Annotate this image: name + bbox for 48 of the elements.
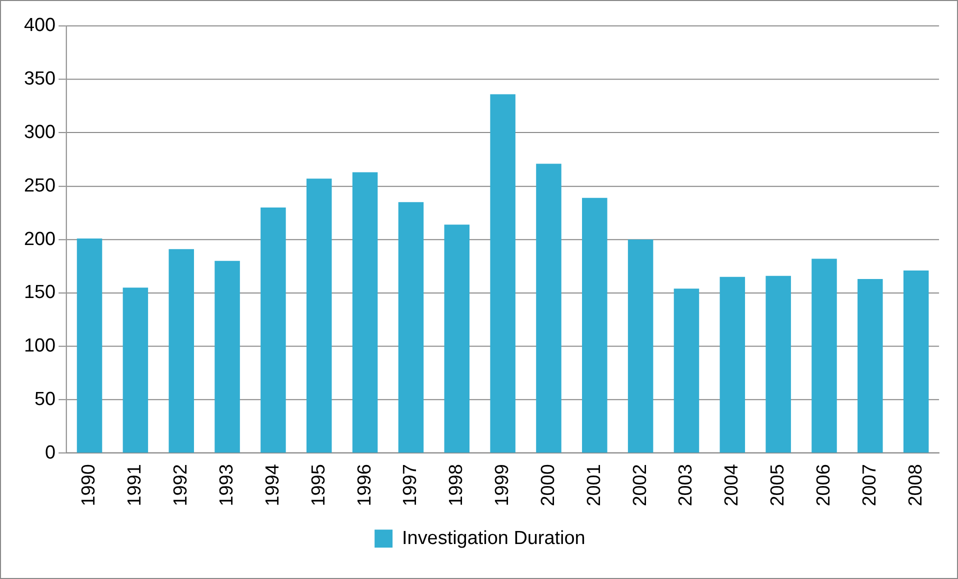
x-tick-label: 2008 (905, 464, 926, 506)
y-tick-label: 400 (24, 15, 56, 36)
y-tick-label: 100 (24, 336, 56, 357)
x-tick-label: 1995 (308, 464, 330, 506)
y-tick-label: 0 (45, 442, 56, 464)
y-tick-label: 300 (24, 122, 56, 143)
bar (214, 260, 240, 453)
x-tick-label: 2007 (859, 464, 880, 506)
bar (168, 249, 194, 453)
bar (306, 178, 332, 453)
bar (628, 240, 654, 453)
x-tick-label: 2002 (630, 464, 651, 506)
bar (720, 276, 746, 453)
x-tick-label: 1997 (400, 464, 422, 506)
x-tick-label: 1991 (124, 464, 146, 506)
bar (260, 207, 286, 453)
x-tick-label: 1998 (446, 464, 468, 506)
x-tick-label: 2001 (584, 464, 605, 506)
bar (766, 276, 791, 453)
bar (444, 224, 470, 453)
x-tick-label: 1990 (78, 464, 100, 506)
x-tick-label: 1994 (262, 464, 284, 506)
y-tick-label: 350 (24, 68, 56, 90)
x-tick-label: 1992 (170, 464, 192, 506)
bar (903, 270, 929, 453)
bar (398, 202, 424, 453)
y-tick-label: 50 (34, 388, 56, 410)
bar (812, 258, 837, 453)
legend-label: Investigation Duration (402, 528, 586, 549)
x-tick-label: 2000 (538, 464, 559, 506)
y-tick-label: 200 (24, 228, 56, 250)
bar (122, 288, 148, 453)
y-tick-label: 150 (24, 282, 56, 304)
x-tick-label: 1999 (492, 464, 514, 506)
x-tick-label: 2004 (722, 464, 743, 506)
x-tick-label: 1993 (216, 464, 238, 506)
bar (352, 172, 378, 453)
bar (536, 164, 562, 453)
bar (674, 288, 700, 453)
bar (858, 279, 883, 453)
bar (76, 238, 102, 453)
x-tick-label: 2003 (676, 464, 697, 506)
bar (490, 94, 516, 453)
bar (582, 198, 608, 453)
x-tick-label: 1996 (354, 464, 376, 506)
x-tick-label: 2006 (813, 464, 834, 506)
y-tick-label: 250 (24, 175, 56, 196)
x-tick-label: 2005 (768, 464, 789, 506)
